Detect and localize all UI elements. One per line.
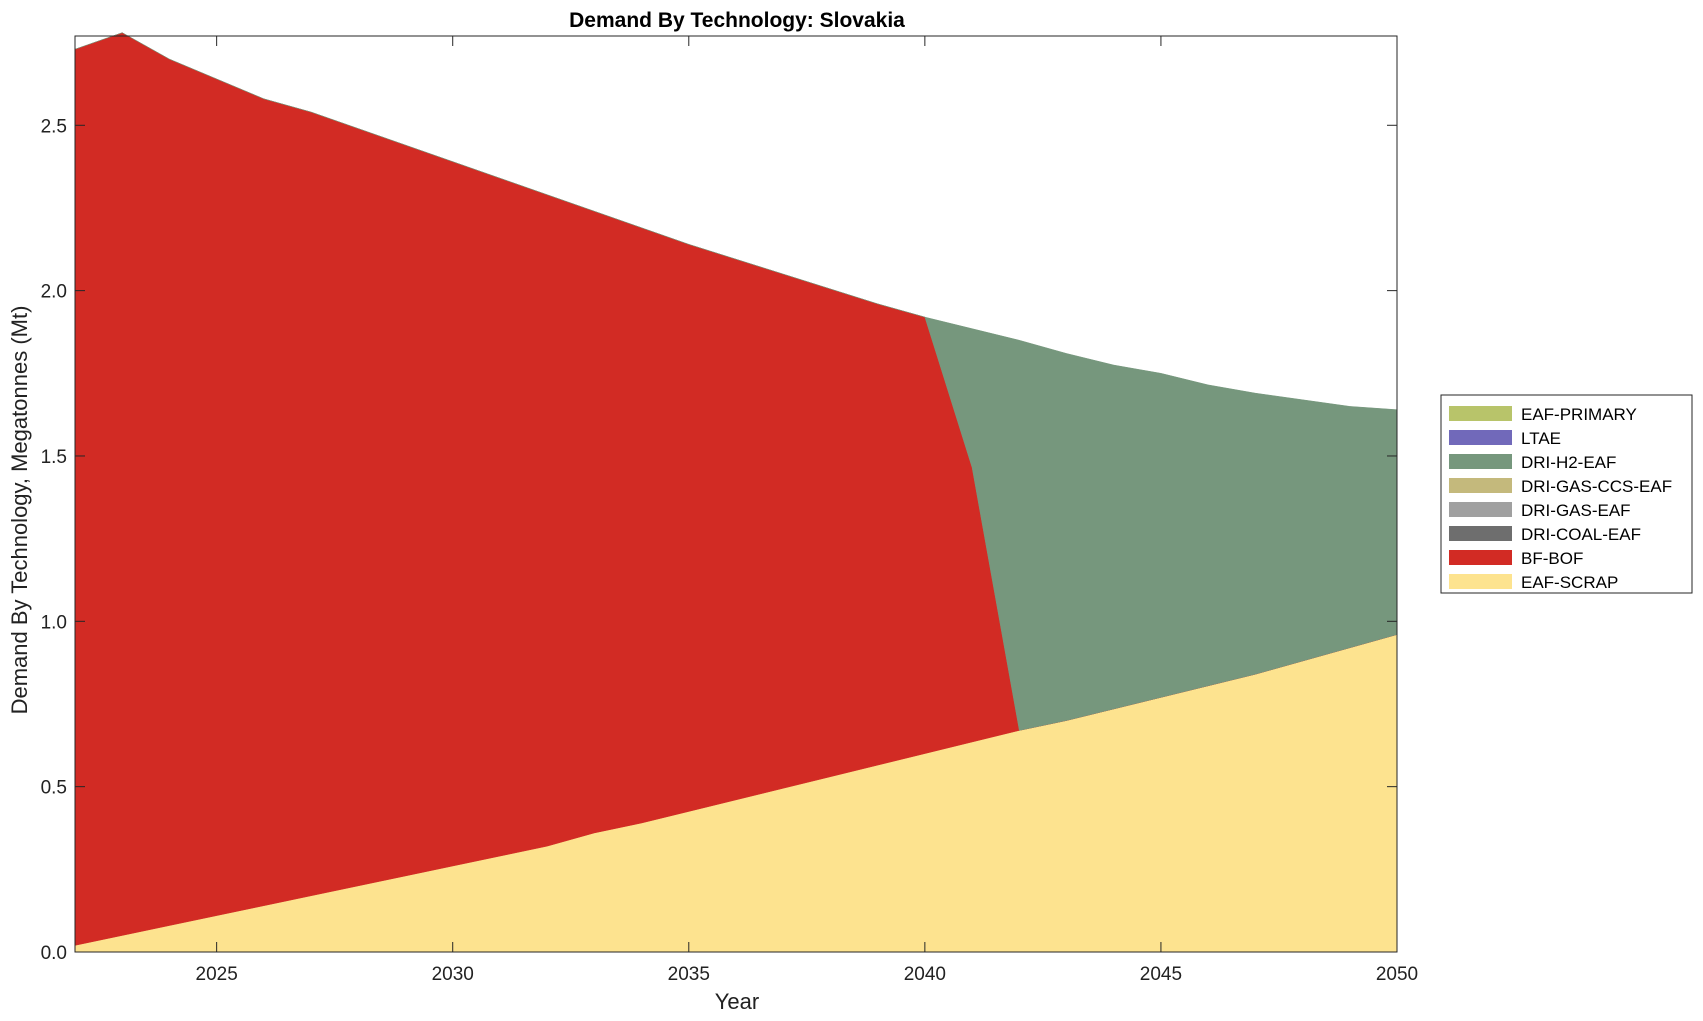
- x-tick-label: 2035: [668, 964, 710, 985]
- legend-label: DRI-GAS-CCS-EAF: [1521, 477, 1672, 496]
- y-tick-label: 2.5: [41, 116, 67, 137]
- y-tick-label: 1.5: [41, 447, 67, 468]
- legend-swatch: [1449, 574, 1512, 589]
- legend-label: EAF-PRIMARY: [1521, 405, 1637, 424]
- y-tick-label: 2.0: [41, 282, 67, 303]
- x-tick-label: 2025: [196, 964, 238, 985]
- x-tick-label: 2030: [432, 964, 474, 985]
- legend-swatch: [1449, 406, 1512, 421]
- area-layer: [74, 32, 1398, 953]
- chart-title: Demand By Technology: Slovakia: [569, 9, 905, 32]
- legend-swatch: [1449, 430, 1512, 445]
- legend-label: DRI-H2-EAF: [1521, 453, 1616, 472]
- x-tick-label: 2040: [904, 964, 946, 985]
- legend-label: DRI-COAL-EAF: [1521, 525, 1641, 544]
- legend: EAF-PRIMARY LTAE DRI-H2-EAF DRI-GAS-CCS-EAF…: [1440, 394, 1693, 594]
- legend-swatch: [1449, 526, 1512, 541]
- legend-swatch: [1449, 502, 1512, 517]
- legend-label: EAF-SCRAP: [1521, 573, 1618, 592]
- x-axis-title: Year: [715, 989, 759, 1014]
- x-tick-label: 2050: [1376, 964, 1418, 985]
- legend-swatch: [1449, 550, 1512, 565]
- x-tick-label: 2045: [1140, 964, 1182, 985]
- legend-label: LTAE: [1521, 429, 1561, 448]
- axis-ticks: 2025 2030 2035 2040 2045 2050 0.0 0.5 1.0 1.5 2.0 2…: [41, 36, 1418, 985]
- y-tick-label: 0.5: [41, 778, 67, 799]
- plot-frame: [74, 35, 1398, 953]
- y-tick-label: 0.0: [41, 943, 67, 964]
- legend-label: DRI-GAS-EAF: [1521, 501, 1631, 520]
- legend-label: BF-BOF: [1521, 549, 1583, 568]
- legend-swatch: [1449, 454, 1512, 469]
- y-axis-title: Demand By Technology, Megatonnes (Mt): [7, 306, 32, 715]
- legend-swatch: [1449, 478, 1512, 493]
- y-tick-label: 1.0: [41, 612, 67, 633]
